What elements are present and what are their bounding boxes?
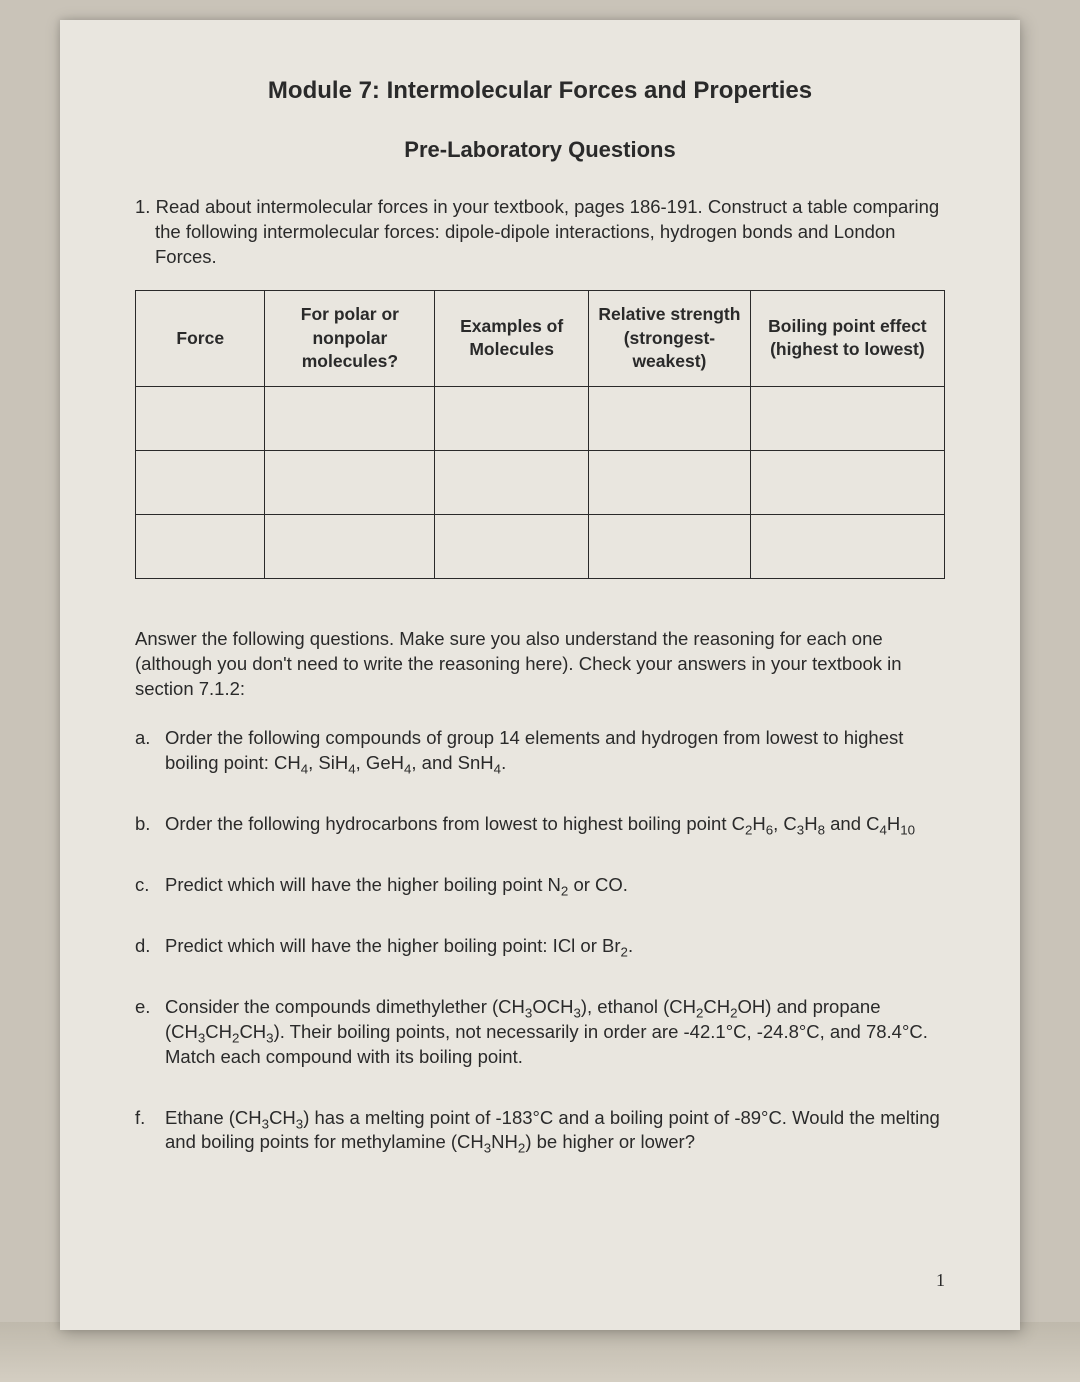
item-body: Ethane (CH3CH3) has a melting point of -… xyxy=(165,1107,940,1153)
table-cell xyxy=(136,450,265,514)
table-cell xyxy=(265,450,435,514)
worksheet-page: Module 7: Intermolecular Forces and Prop… xyxy=(60,20,1020,1330)
desk-surface xyxy=(0,1322,1080,1382)
subtitle: Pre-Laboratory Questions xyxy=(135,135,945,165)
table-body xyxy=(136,386,945,578)
item-body: Consider the compounds dimethylether (CH… xyxy=(165,996,928,1067)
table-cell xyxy=(265,386,435,450)
question-text: Read about intermolecular forces in your… xyxy=(155,196,939,267)
question-b: b. Order the following hydrocarbons from… xyxy=(135,812,945,837)
col-strength: Relative strength (strongest-weakest) xyxy=(589,290,751,386)
table-cell xyxy=(136,386,265,450)
forces-table: Force For polar or nonpolar molecules? E… xyxy=(135,290,945,579)
col-force: Force xyxy=(136,290,265,386)
item-body: Predict which will have the higher boili… xyxy=(165,935,633,956)
instructions-text: Answer the following questions. Make sur… xyxy=(135,627,945,702)
table-cell xyxy=(265,514,435,578)
question-c: c. Predict which will have the higher bo… xyxy=(135,873,945,898)
table-cell xyxy=(435,386,589,450)
table-cell xyxy=(435,450,589,514)
item-body: Predict which will have the higher boili… xyxy=(165,874,628,895)
question-a: a. Order the following compounds of grou… xyxy=(135,726,945,776)
table-cell xyxy=(750,450,944,514)
item-body: Order the following compounds of group 1… xyxy=(165,727,903,773)
col-boiling: Boiling point effect (highest to lowest) xyxy=(750,290,944,386)
item-letter: f. xyxy=(135,1106,145,1131)
question-1-prompt: 1. Read about intermolecular forces in y… xyxy=(135,195,945,270)
module-title: Module 7: Intermolecular Forces and Prop… xyxy=(135,75,945,107)
question-f: f. Ethane (CH3CH3) has a melting point o… xyxy=(135,1106,945,1156)
table-cell xyxy=(750,514,944,578)
col-examples: Examples of Molecules xyxy=(435,290,589,386)
question-e: e. Consider the compounds dimethylether … xyxy=(135,995,945,1070)
table-row xyxy=(136,386,945,450)
table-header-row: Force For polar or nonpolar molecules? E… xyxy=(136,290,945,386)
item-letter: b. xyxy=(135,812,150,837)
table-row xyxy=(136,450,945,514)
item-letter: e. xyxy=(135,995,150,1020)
item-letter: d. xyxy=(135,934,150,959)
item-letter: c. xyxy=(135,873,149,898)
item-letter: a. xyxy=(135,726,150,751)
table-row xyxy=(136,514,945,578)
table-cell xyxy=(435,514,589,578)
item-body: Order the following hydrocarbons from lo… xyxy=(165,813,915,834)
page-number: 1 xyxy=(936,1268,945,1292)
col-polarity: For polar or nonpolar molecules? xyxy=(265,290,435,386)
table-cell xyxy=(750,386,944,450)
question-number: 1. xyxy=(135,196,150,217)
table-cell xyxy=(136,514,265,578)
table-cell xyxy=(589,386,751,450)
question-d: d. Predict which will have the higher bo… xyxy=(135,934,945,959)
table-cell xyxy=(589,514,751,578)
table-cell xyxy=(589,450,751,514)
